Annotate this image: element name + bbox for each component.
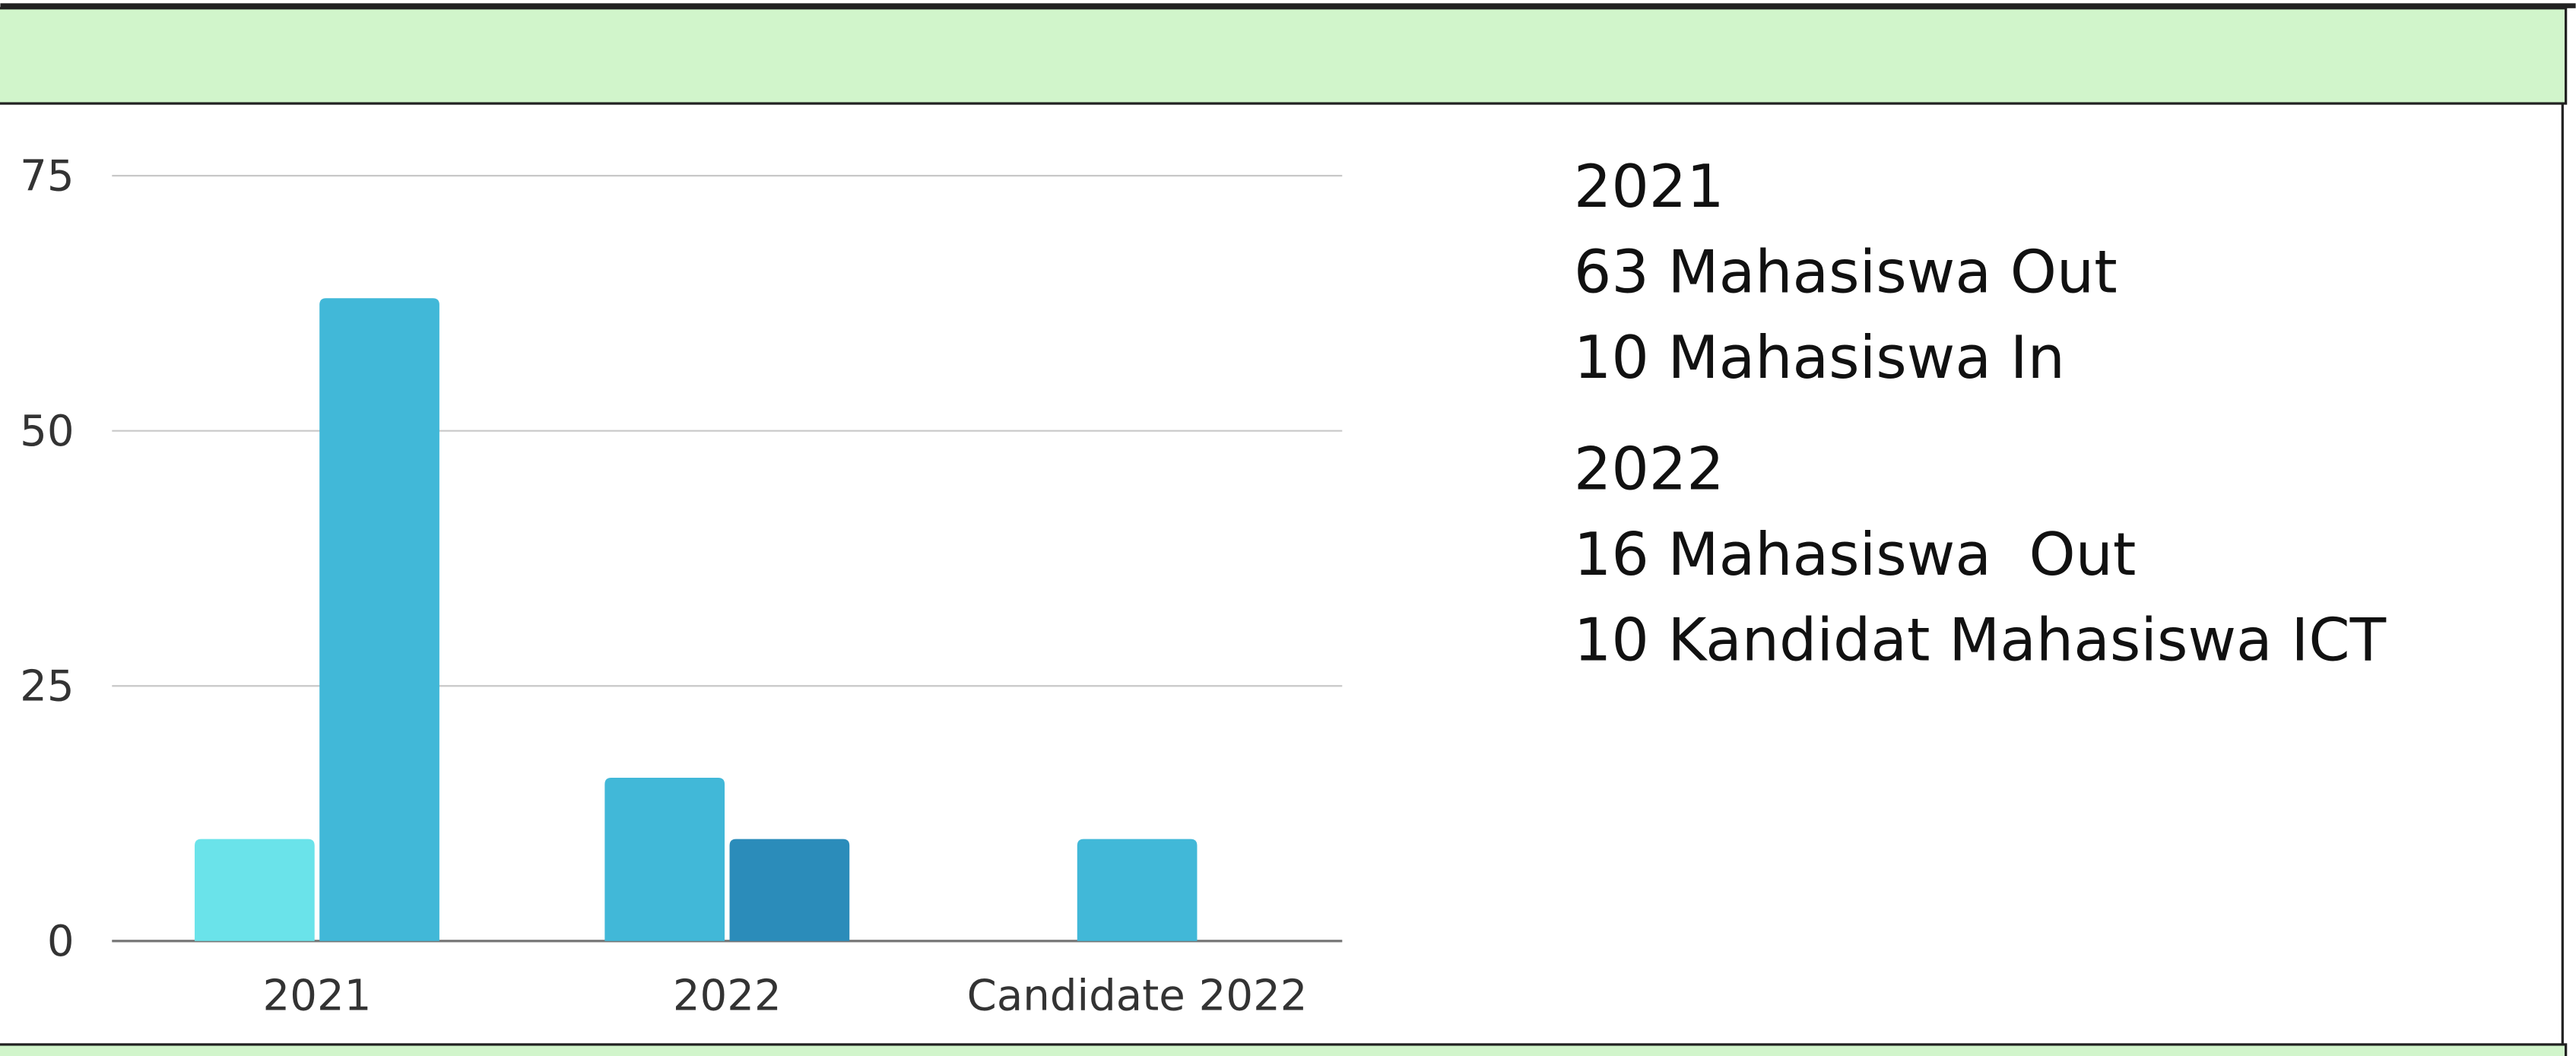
footer-bar: [0, 1043, 2568, 1056]
summary-line: 10 Kandidat Mahasiswa ICT: [1574, 606, 2387, 674]
y-tick-label: 75: [20, 152, 74, 201]
y-tick-label: 0: [47, 917, 75, 966]
summary-line: 63 Mahasiswa Out: [1574, 239, 2118, 307]
x-tick-label: Candidate 2022: [967, 972, 1308, 1021]
y-tick-label: 25: [20, 662, 74, 712]
summary-title: 2022: [1574, 436, 1724, 504]
bar: [1077, 839, 1198, 941]
top-border: [0, 3, 2576, 8]
summary-line: 16 Mahasiswa Out: [1574, 521, 2137, 589]
x-tick-label: 2022: [673, 972, 782, 1021]
bar: [195, 839, 315, 941]
y-tick-label: 50: [20, 407, 74, 456]
bar: [604, 778, 725, 941]
summary-title: 2021: [1574, 153, 1724, 221]
summary: 2021 63 Mahasiswa Out 10 Mahasiswa In 2022 1…: [1574, 153, 2387, 674]
bar: [729, 839, 850, 941]
bar: [319, 298, 439, 941]
header-bar: [0, 7, 2568, 105]
x-tick-label: 2021: [263, 972, 372, 1021]
chart: 0 25 50 75 2021 2022 Candidate 2022: [20, 152, 1343, 1021]
summary-line: 10 Mahasiswa In: [1574, 324, 2065, 392]
